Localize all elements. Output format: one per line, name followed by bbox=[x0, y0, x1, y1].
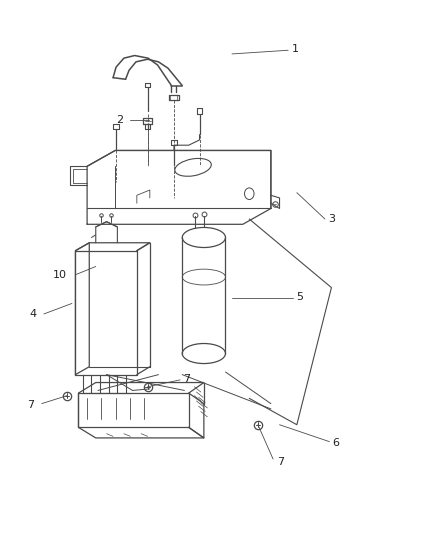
Text: 5: 5 bbox=[296, 292, 303, 302]
Text: 7: 7 bbox=[27, 400, 34, 410]
Text: 6: 6 bbox=[332, 438, 339, 448]
Text: 10: 10 bbox=[53, 270, 67, 280]
Text: 1: 1 bbox=[292, 44, 299, 54]
Text: 7: 7 bbox=[277, 457, 285, 467]
Text: 2: 2 bbox=[116, 115, 123, 125]
Text: 4: 4 bbox=[29, 309, 36, 319]
Text: 3: 3 bbox=[328, 214, 335, 224]
Text: 7: 7 bbox=[184, 374, 191, 384]
